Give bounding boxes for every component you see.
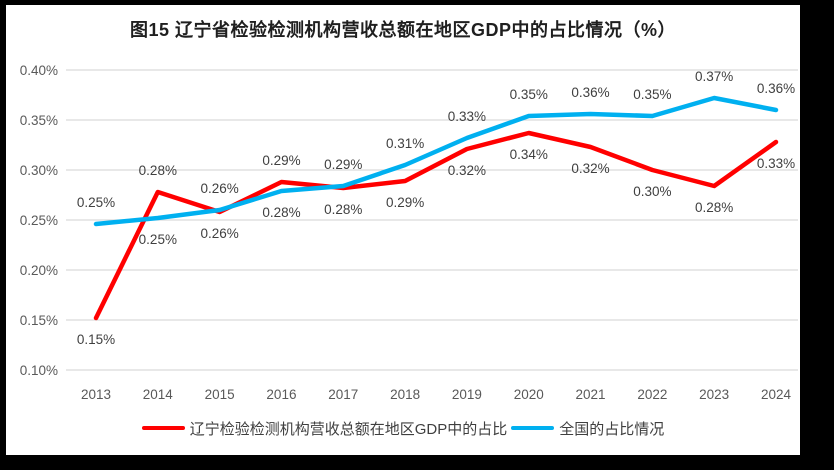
- data-label-liaoning: 0.32%: [448, 163, 486, 178]
- data-label-national: 0.36%: [757, 81, 795, 96]
- data-label-national: 0.36%: [571, 85, 609, 100]
- data-label-liaoning: 0.29%: [262, 153, 300, 168]
- data-label-national: 0.31%: [386, 136, 424, 151]
- x-axis-tick-label: 2024: [761, 387, 792, 402]
- y-axis-tick-label: 0.25%: [20, 213, 58, 228]
- legend-item-national: 全国的占比情况: [511, 418, 664, 439]
- x-axis-tick-label: 2017: [328, 387, 358, 402]
- chart-title: 图15 辽宁省检验检测机构营收总额在地区GDP中的占比情况（%）: [129, 20, 677, 40]
- data-label-national: 0.28%: [262, 205, 300, 220]
- x-axis-tick-label: 2023: [699, 387, 729, 402]
- data-label-liaoning: 0.32%: [571, 161, 609, 176]
- data-label-liaoning: 0.33%: [757, 156, 795, 171]
- data-label-liaoning: 0.34%: [510, 147, 548, 162]
- data-label-liaoning: 0.28%: [324, 202, 362, 217]
- series-line-national: [93, 95, 779, 227]
- legend-label-national: 全国的占比情况: [559, 420, 665, 438]
- x-axis-tick-label: 2016: [266, 387, 296, 402]
- x-axis-tick-label: 2014: [143, 387, 174, 402]
- x-axis-tick-label: 2019: [452, 387, 482, 402]
- y-axis-tick-label: 0.35%: [20, 113, 58, 128]
- y-axis-tick-label: 0.10%: [20, 363, 58, 378]
- x-axis-tick-label: 2022: [637, 387, 667, 402]
- y-axis-tick-label: 0.40%: [20, 63, 58, 78]
- data-label-national: 0.35%: [633, 87, 671, 102]
- y-axis-tick-label: 0.15%: [20, 313, 58, 328]
- data-label-liaoning: 0.28%: [139, 163, 177, 178]
- legend: 辽宁检验检测机构营收总额在地区GDP中的占比 全国的占比情况: [6, 417, 800, 439]
- x-axis-tick-label: 2015: [205, 387, 235, 402]
- y-axis-tick-label: 0.20%: [20, 263, 58, 278]
- plot-area: 0.40% 0.35% 0.30% 0.25% 0.20% 0.15% 0.10% 2013 2…: [20, 63, 798, 402]
- data-label-liaoning: 0.15%: [77, 332, 115, 347]
- chart-canvas: 图15 辽宁省检验检测机构营收总额在地区GDP中的占比情况（%） 0.40% 0.…: [6, 5, 800, 455]
- data-label-national: 0.33%: [448, 109, 486, 124]
- data-label-national: 0.37%: [695, 69, 733, 84]
- data-label-national: 0.35%: [510, 87, 548, 102]
- data-label-national: 0.25%: [77, 195, 115, 210]
- data-label-national: 0.26%: [200, 181, 238, 196]
- legend-line-swatch-liaoning: [141, 426, 185, 430]
- data-label-liaoning: 0.28%: [695, 200, 733, 215]
- x-axis-tick-label: 2018: [390, 387, 420, 402]
- x-axis-tick-label: 2021: [576, 387, 606, 402]
- data-label-liaoning: 0.29%: [386, 195, 424, 210]
- data-label-liaoning: 0.26%: [200, 226, 238, 241]
- x-axis-tick-label: 2013: [81, 387, 111, 402]
- series-line-liaoning: [93, 130, 779, 321]
- data-label-national: 0.25%: [139, 232, 177, 247]
- legend-line-swatch-national: [511, 426, 555, 430]
- x-axis-tick-label: 2020: [514, 387, 544, 402]
- legend-item-liaoning: 辽宁检验检测机构营收总额在地区GDP中的占比: [141, 418, 508, 439]
- data-label-liaoning: 0.30%: [633, 184, 671, 199]
- data-label-national: 0.29%: [324, 157, 362, 172]
- y-axis-tick-label: 0.30%: [20, 163, 58, 178]
- legend-label-liaoning: 辽宁检验检测机构营收总额在地区GDP中的占比: [189, 420, 508, 438]
